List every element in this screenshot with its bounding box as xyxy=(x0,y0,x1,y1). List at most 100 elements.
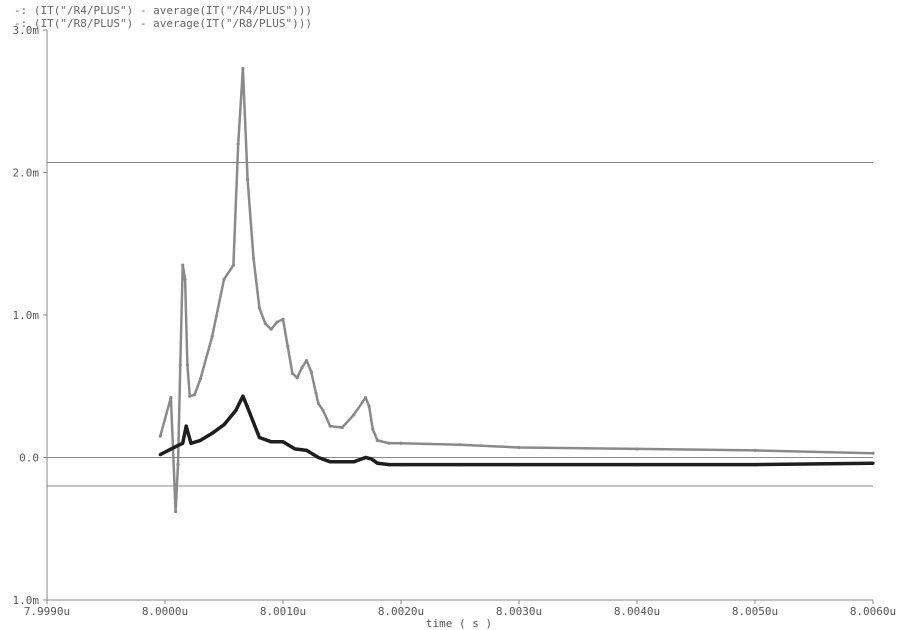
data-point xyxy=(236,142,240,146)
data-point xyxy=(246,178,250,182)
data-point xyxy=(290,371,295,376)
data-point xyxy=(246,406,250,410)
data-point xyxy=(399,441,403,445)
data-point xyxy=(181,263,185,267)
data-point xyxy=(269,440,273,444)
data-point xyxy=(369,457,374,461)
series-group xyxy=(158,66,875,514)
data-point xyxy=(222,277,226,281)
x-tick-label: 8.0030u xyxy=(496,605,542,618)
data-point xyxy=(241,66,245,71)
data-point xyxy=(328,424,332,428)
data-point xyxy=(222,423,226,427)
data-point xyxy=(198,438,202,442)
data-point xyxy=(375,461,379,465)
y-tick-label: 1.0m xyxy=(13,309,40,322)
data-point xyxy=(517,445,521,450)
y-tick-label: 3.0m xyxy=(13,24,40,37)
series-line xyxy=(159,394,874,467)
data-point xyxy=(174,510,178,514)
data-point xyxy=(251,256,256,260)
data-point xyxy=(309,370,313,374)
data-point xyxy=(352,460,356,464)
data-point xyxy=(234,408,238,413)
data-point xyxy=(375,438,379,442)
data-point xyxy=(300,366,304,370)
data-point xyxy=(178,363,182,367)
data-point xyxy=(184,424,188,428)
data-point xyxy=(183,277,187,281)
data-point xyxy=(871,451,875,455)
data-point xyxy=(281,317,285,321)
data-point xyxy=(364,396,368,400)
data-point xyxy=(241,394,245,398)
data-point xyxy=(316,401,320,405)
data-point xyxy=(367,404,371,408)
data-point xyxy=(176,463,180,467)
data-point xyxy=(275,320,279,324)
data-point xyxy=(257,435,261,440)
data-point xyxy=(281,440,285,444)
y-tick-labels: 3.0m 2.0m 1.0m 0.0 1.0m xyxy=(13,24,47,607)
data-point xyxy=(387,463,391,467)
data-point xyxy=(314,391,318,395)
data-point xyxy=(158,453,162,457)
series-markers xyxy=(158,66,875,514)
data-point xyxy=(399,463,403,467)
data-point xyxy=(753,448,757,452)
data-point xyxy=(175,444,179,448)
data-point xyxy=(286,344,290,348)
x-tick-label: 8.0000u xyxy=(142,605,188,618)
x-tick-label: 7.9990u xyxy=(24,605,70,618)
data-point xyxy=(340,460,344,464)
data-point xyxy=(517,463,521,467)
reference-lines xyxy=(47,162,873,487)
x-tick-label: 8.0020u xyxy=(378,605,424,618)
data-point xyxy=(210,334,214,338)
x-tick-label: 8.0060u xyxy=(850,605,896,618)
data-point xyxy=(181,441,185,445)
data-point xyxy=(263,321,267,326)
data-point xyxy=(192,393,197,397)
data-point xyxy=(210,431,214,435)
series-line xyxy=(159,67,874,513)
data-point xyxy=(871,461,875,465)
axes xyxy=(46,30,873,601)
y-tick-label: 2.0m xyxy=(13,167,40,180)
data-point xyxy=(185,363,190,367)
data-point xyxy=(352,413,356,417)
data-point xyxy=(364,455,368,460)
data-point xyxy=(635,463,639,467)
data-point xyxy=(753,463,757,467)
x-tick-label: 8.0050u xyxy=(732,605,778,618)
x-axis-label: time ( s ) xyxy=(426,617,492,630)
x-tick-label: 8.0010u xyxy=(260,605,306,618)
data-point xyxy=(340,425,344,430)
data-point xyxy=(305,448,309,452)
data-point xyxy=(269,327,273,331)
data-point xyxy=(387,441,391,445)
legend-entry-r8: -: (IT("/R8/PLUS") - average(IT("/R8/PLU… xyxy=(14,17,312,30)
data-point xyxy=(458,443,462,447)
data-point xyxy=(231,263,236,267)
y-tick-label: 0.0 xyxy=(19,452,39,465)
data-point xyxy=(158,434,162,438)
legend-entry-r4: -: (IT("/R4/PLUS") - average(IT("/R4/PLU… xyxy=(14,4,312,17)
data-point xyxy=(635,447,639,451)
data-point xyxy=(316,455,320,460)
series-markers xyxy=(158,394,875,467)
data-point xyxy=(458,463,462,467)
data-point xyxy=(169,396,173,400)
y-tick-label: 1.0m xyxy=(13,594,40,607)
x-tick-labels: 7.9990u 8.0000u 8.0010u 8.0020u 8.0030u 8.004… xyxy=(24,600,896,618)
data-point xyxy=(305,359,309,363)
data-point xyxy=(189,441,193,445)
data-point xyxy=(295,376,299,380)
x-tick-label: 8.0040u xyxy=(614,605,660,618)
data-point xyxy=(321,408,325,413)
data-point xyxy=(371,427,375,431)
data-point xyxy=(188,394,192,398)
data-point xyxy=(328,460,332,464)
data-point xyxy=(198,377,202,381)
